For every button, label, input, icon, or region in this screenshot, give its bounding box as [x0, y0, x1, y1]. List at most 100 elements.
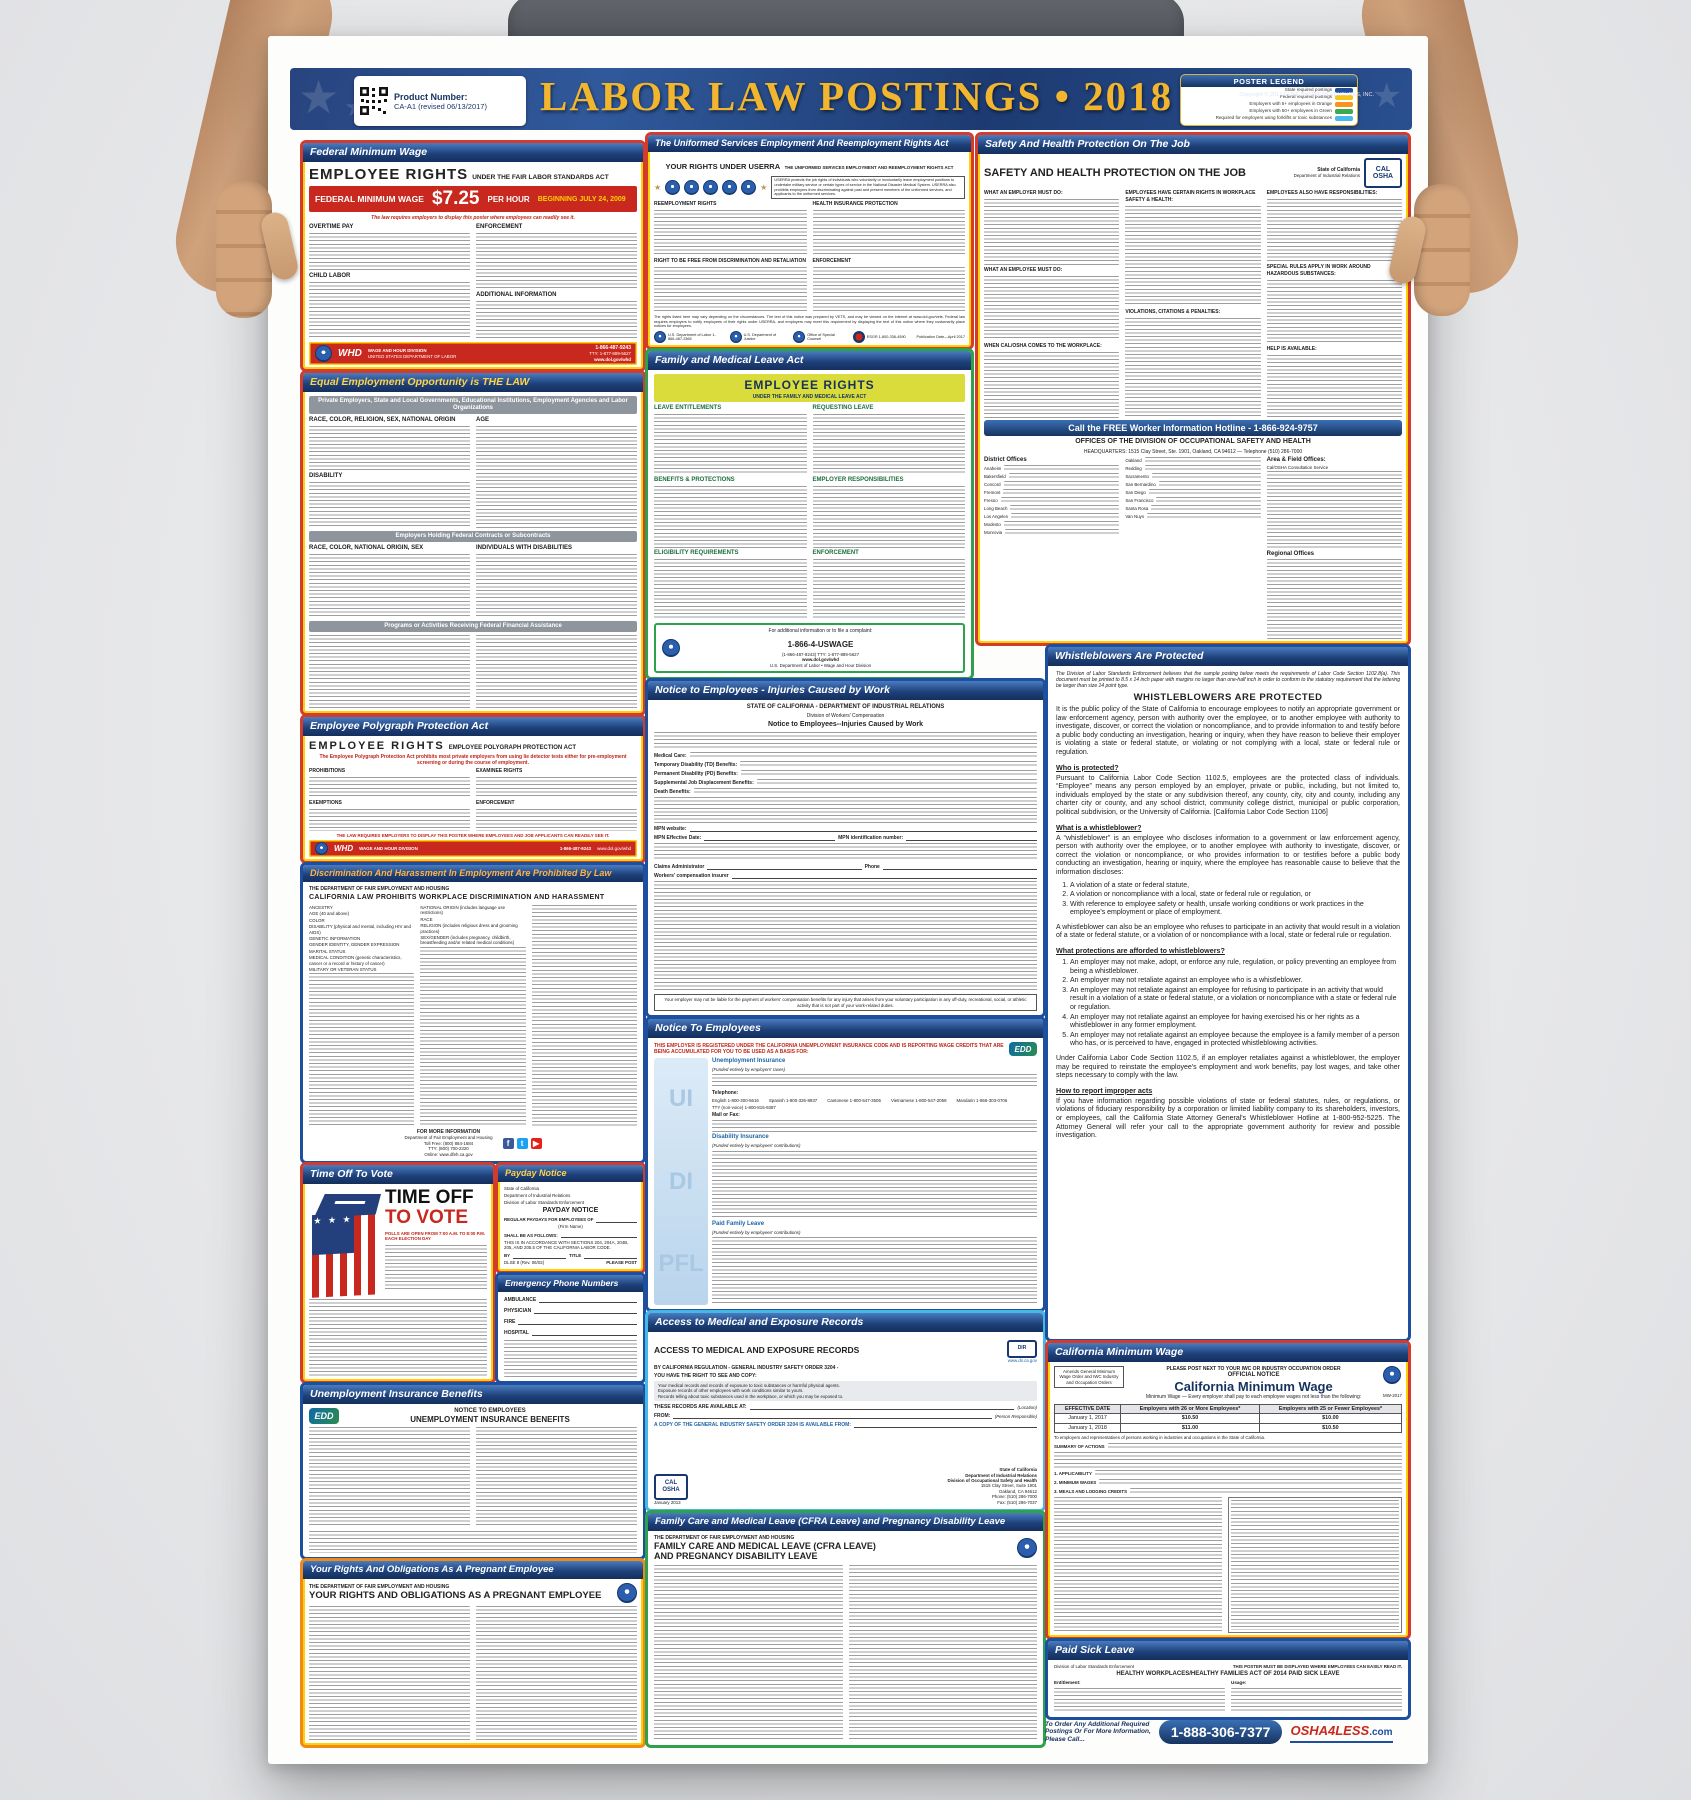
- whd-web: www.dol.gov/whd: [597, 845, 631, 851]
- order-footer: To Order Any Additional Required Posting…: [1045, 1718, 1405, 1746]
- subheading: ELIGIBILITY REQUIREMENTS: [654, 549, 739, 556]
- subheading: WHAT AN EMPLOYER MUST DO:: [984, 190, 1063, 197]
- text-lines: [309, 482, 470, 528]
- logo-caption: ESGR 1-800-336-4590: [866, 335, 906, 339]
- rate-table-placeholder: [1231, 1499, 1399, 1630]
- text-lines: [1148, 488, 1261, 496]
- whistle-list-item: A violation or noncompliance with a loca…: [1070, 891, 1400, 900]
- person-left-hand: [216, 180, 272, 318]
- mpn-date-label: MPN Effective Date:: [654, 834, 702, 841]
- dir-web: www.dir.ca.gov: [1007, 1357, 1037, 1363]
- text-lines: [476, 777, 637, 799]
- dol-seal-icon: [654, 331, 666, 343]
- whistle-question: What is a whistleblower?: [1056, 822, 1142, 832]
- telephone-label: Telephone:: [712, 1090, 739, 1097]
- minwage-col-header: Employers with 25 or Fewer Employees*: [1258, 1403, 1403, 1415]
- whd-footer-bar: WHD WAGE AND HOUR DIVISION 1-866-487-924…: [309, 840, 637, 857]
- phone-entry: Spanish 1-800-326-8937: [768, 1098, 818, 1104]
- text-lines: [654, 1564, 843, 1741]
- cal-osha-logo: CAL OSHA: [1364, 158, 1402, 189]
- beginning-date: BEGINNING JULY 24, 2009: [537, 195, 626, 203]
- ui-heading: Unemployment Insurance: [712, 1058, 786, 1065]
- agency-seal-icon: [722, 180, 738, 196]
- wc-division-line: Division of Workers' Compensation: [806, 713, 885, 720]
- district-city: San Bernardino: [1125, 482, 1156, 488]
- minimum-wage-table: EFFECTIVE DATE Employers with 26 or More…: [1053, 1403, 1403, 1434]
- section-header: Emergency Phone Numbers: [498, 1275, 643, 1292]
- osha4less-logo-tld: .com: [1369, 1726, 1393, 1738]
- legend-label: Required for employers using forklifts o…: [1215, 115, 1332, 121]
- fmla-title: EMPLOYEE RIGHTS: [744, 378, 875, 393]
- section-california-minimum-wage: California Minimum Wage Amends General M…: [1045, 1340, 1411, 1640]
- section-header: Time Off To Vote: [303, 1165, 493, 1185]
- mpn-website-label: MPN website:: [654, 825, 687, 832]
- subheading: EMPLOYEES HAVE CERTAIN RIGHTS IN WORKPLA…: [1125, 190, 1256, 204]
- district-city: Fresno: [984, 498, 998, 504]
- payday-dir: Department of Industrial Relations: [504, 1193, 571, 1199]
- text-lines: [812, 267, 965, 314]
- section-access-medical-records: Access to Medical and Exposure Records A…: [645, 1310, 1046, 1512]
- legend-color-chip: [1335, 116, 1353, 121]
- text-lines: [812, 486, 965, 548]
- subheading: OVERTIME PAY: [309, 224, 354, 231]
- fmla-subtitle: UNDER THE FAMILY AND MEDICAL LEAVE ACT: [752, 394, 867, 401]
- legend-label: Employers with 5+ employees in Orange: [1249, 101, 1332, 107]
- copy-order-line: A COPY OF THE GENERAL INDUSTRY SAFETY OR…: [654, 1422, 851, 1429]
- consultation-service-label: Cal/OSHA Consultation Service: [1266, 464, 1329, 470]
- minwage-cell: January 1, 2018: [1053, 1422, 1122, 1434]
- section-userra: The Uniformed Services Employment And Re…: [645, 132, 974, 350]
- whistle-answer: A “whistleblower” is an employee who dis…: [1056, 834, 1400, 876]
- text-lines: [504, 1339, 637, 1377]
- fmla-contact-line: For additional information or to file a …: [768, 627, 873, 634]
- text-lines: [309, 1427, 470, 1528]
- access-bullet: Your medical records and records of expo…: [658, 1383, 840, 1389]
- whd-phone: 1-866-487-9243: [559, 845, 592, 851]
- pfl-heading: Paid Family Leave: [712, 1220, 765, 1227]
- dfeh-law-line: CALIFORNIA LAW PROHIBITS WORKPLACE DISCR…: [309, 894, 605, 902]
- blank-line: [584, 1252, 637, 1259]
- subheading: RACE, COLOR, RELIGION, SEX, NATIONAL ORI…: [309, 417, 456, 424]
- district-city: Concord: [984, 482, 1001, 488]
- blank-line: [560, 1231, 637, 1239]
- subheading: ENFORCEMENT: [812, 258, 852, 265]
- whistle-list-item: A violation of a state or federal statut…: [1070, 882, 1400, 891]
- order-note-line2: Postings Or For More Information,: [1045, 1728, 1151, 1736]
- dlse-line: Division of Labor Standards Enforcement: [1054, 1664, 1135, 1670]
- text-lines: [309, 426, 470, 472]
- text-lines: [309, 1299, 487, 1377]
- text-lines: [689, 751, 1037, 759]
- address-line: Division of Occupational Safety and Heal…: [947, 1477, 1037, 1483]
- subheading: ENFORCEMENT: [812, 549, 859, 556]
- text-lines: [712, 1237, 1037, 1306]
- area-field-offices-label: Area & Field Offices:: [1266, 456, 1326, 463]
- applicability-label: 1. APPLICABILITY: [1054, 1471, 1092, 1477]
- audience-bar: Private Employers, State and Local Gover…: [309, 396, 637, 415]
- agency-seal-icon: [665, 180, 681, 196]
- minwage-cell: $11.00: [1120, 1422, 1260, 1434]
- section-header: Family and Medical Leave Act: [648, 351, 971, 371]
- headquarters-line: HEADQUARTERS: 1515 Clay Street, Ste. 190…: [1083, 448, 1303, 455]
- dfeh-seal-icon: [617, 1582, 637, 1603]
- text-lines: [712, 1074, 1037, 1089]
- agency-seal-icon: [684, 180, 700, 196]
- offices-title: OFFICES OF THE DIVISION OF OCCUPATIONAL …: [1075, 438, 1311, 446]
- text-lines: [654, 796, 1037, 823]
- dfeh-dept-line: THE DEPARTMENT OF FAIR EMPLOYMENT AND HO…: [309, 1584, 450, 1591]
- display-note: The law requires employers to display th…: [371, 215, 575, 222]
- whd-logo: WHD: [338, 348, 362, 359]
- eppa-subtitle: EMPLOYEE POLYGRAPH PROTECTION ACT: [448, 745, 576, 752]
- whd-web: www.dol.gov/whd: [594, 356, 631, 362]
- contracts-bar: Employers Holding Federal Contracts or S…: [309, 530, 637, 542]
- person-caption: (Person Responsible): [994, 1413, 1037, 1419]
- section-cfra-pregnancy-leave: Family Care and Medical Leave (CFRA Leav…: [645, 1510, 1046, 1748]
- text-lines: [654, 267, 807, 314]
- blank-line: [513, 1252, 566, 1259]
- text-lines: [476, 809, 637, 831]
- district-city: Oakland: [1125, 458, 1142, 464]
- text-lines: [476, 553, 637, 619]
- text-lines: [654, 209, 807, 257]
- more-info-tty: TTY: (800) 700-2320: [428, 1146, 469, 1152]
- legend-color-chip: [1335, 88, 1353, 93]
- userra-fine-print: The rights listed here may vary dependin…: [654, 315, 965, 329]
- meals-lodging-label: 3. MEALS AND LODGING CREDITS: [1054, 1489, 1128, 1495]
